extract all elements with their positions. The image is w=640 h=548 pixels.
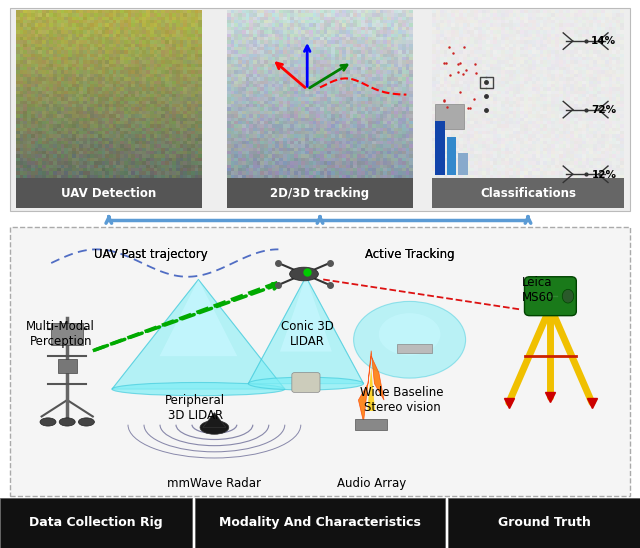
Text: 12%: 12% [591, 170, 616, 180]
Text: Active Tracking: Active Tracking [365, 248, 454, 261]
Text: Wide Baseline
Stereo vision: Wide Baseline Stereo vision [360, 386, 444, 414]
Polygon shape [367, 367, 375, 411]
Ellipse shape [40, 418, 56, 426]
Text: Multi-Modal
Perception: Multi-Modal Perception [26, 320, 95, 349]
Ellipse shape [563, 289, 574, 303]
Ellipse shape [60, 418, 76, 426]
Bar [0, 498, 192, 548]
Polygon shape [159, 279, 237, 356]
FancyBboxPatch shape [10, 227, 630, 496]
Text: mmWave Radar: mmWave Radar [168, 477, 261, 490]
Text: 72%: 72% [591, 105, 616, 115]
Bar [458, 153, 468, 175]
Ellipse shape [112, 383, 285, 396]
Polygon shape [203, 413, 226, 427]
Ellipse shape [200, 421, 229, 434]
Text: Leica
MS60: Leica MS60 [522, 276, 554, 305]
Text: Data Collection Rig: Data Collection Rig [29, 516, 163, 529]
Text: UAV Past trajectory: UAV Past trajectory [93, 248, 207, 261]
Ellipse shape [354, 301, 466, 378]
Text: 14%: 14% [591, 36, 616, 46]
Bar [397, 344, 432, 353]
FancyBboxPatch shape [525, 277, 576, 316]
Text: Classifications: Classifications [480, 187, 576, 199]
Bar [227, 178, 413, 208]
Bar [355, 419, 387, 430]
Ellipse shape [79, 418, 95, 426]
Text: Active Tracking: Active Tracking [365, 248, 454, 261]
Polygon shape [112, 279, 285, 389]
Polygon shape [280, 277, 332, 352]
Bar [435, 104, 464, 129]
Text: UAV Past trajectory: UAV Past trajectory [93, 248, 207, 261]
Text: Conic 3D
LIDAR: Conic 3D LIDAR [281, 320, 333, 349]
Bar [195, 498, 445, 548]
Text: Peripheral
3D LIDAR: Peripheral 3D LIDAR [165, 394, 225, 423]
Ellipse shape [248, 377, 364, 390]
Polygon shape [358, 351, 384, 422]
Bar [58, 359, 77, 373]
Bar [432, 178, 624, 208]
Bar [435, 121, 445, 175]
Text: Audio Array: Audio Array [337, 477, 406, 490]
Bar [16, 178, 202, 208]
Bar [10, 8, 630, 211]
Polygon shape [248, 277, 364, 384]
Bar [51, 323, 83, 345]
Bar [448, 498, 640, 548]
Bar [447, 137, 456, 175]
FancyBboxPatch shape [292, 373, 320, 392]
Text: 2D/3D tracking: 2D/3D tracking [271, 187, 369, 199]
Text: UAV Detection: UAV Detection [61, 187, 156, 199]
Ellipse shape [290, 267, 319, 281]
Text: Modality And Characteristics: Modality And Characteristics [219, 516, 421, 529]
Ellipse shape [379, 313, 440, 356]
Text: Ground Truth: Ground Truth [497, 516, 591, 529]
